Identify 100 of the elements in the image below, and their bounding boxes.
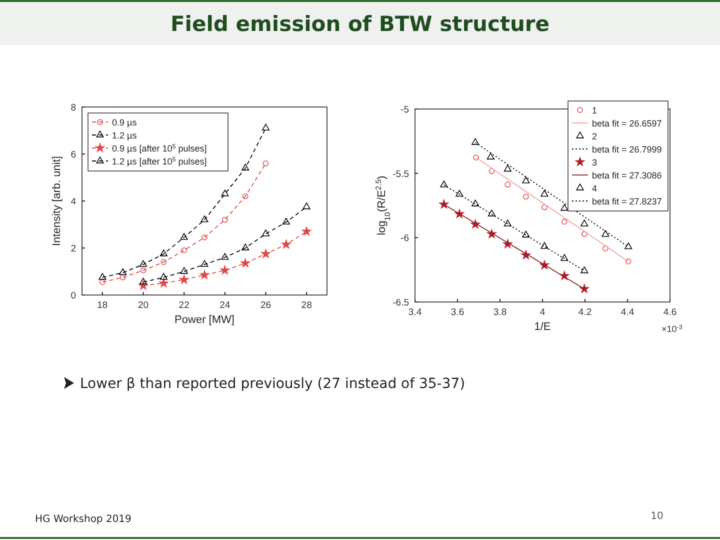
point [139,278,148,284]
point [439,200,449,208]
x-tick-label: 4.2 [578,307,592,318]
point [221,190,229,196]
point [200,260,208,267]
y-tick-label: -5.5 [392,168,409,180]
x-tick-label: 4.4 [620,307,634,318]
y-tick-label: 8 [70,102,76,114]
point [472,200,480,206]
legend-label: beta fit = 26.7999 [592,144,662,154]
x-tick-label: 20 [138,300,149,311]
point [261,249,270,258]
point [541,204,548,210]
point [200,270,210,280]
point [180,233,188,240]
point [262,230,270,236]
point [222,216,228,223]
y-tick-label: 6 [70,150,76,160]
point [98,273,106,280]
legend-label: beta fit = 26.6597 [592,118,662,128]
point [202,234,208,240]
point [240,258,250,268]
point [486,152,494,160]
point [160,259,167,266]
point [180,267,188,274]
point [242,244,250,250]
x-tick-label: 3.6 [450,307,464,318]
x-tick-label: 24 [220,300,230,311]
x-tick-label: 4 [540,307,546,318]
point [523,194,529,200]
point [200,215,208,222]
point [504,182,511,188]
x-tick-label: 18 [97,300,108,311]
x-axis-title: 1/E [534,321,551,333]
point [302,226,312,236]
point [99,279,106,285]
point [119,268,127,276]
text: HG Workshop 2019 [35,514,132,525]
point [540,190,548,197]
point [473,154,479,160]
text: ×10$^{-3}$ [662,324,683,334]
point [179,274,189,284]
point [560,204,568,211]
point [580,266,588,274]
x-tick-label: 4.6 [663,307,677,318]
x-tick-label: 22 [178,300,190,311]
point [221,253,229,260]
point [580,220,588,226]
point [160,273,168,280]
point [220,266,230,274]
point [181,247,188,254]
y-tick-label: -6 [400,233,409,244]
point [561,218,568,225]
point [262,160,269,166]
point [160,250,168,256]
point [581,231,588,237]
text: Lower β than reported previously (27 instead of 35-37) [80,376,466,392]
legend-label: beta fit = 27.3086 [592,170,662,180]
legend-label: 0.9 µs [112,118,138,128]
legend-label: 4 [592,184,598,194]
point [456,190,464,197]
point [282,218,290,225]
point [504,164,512,172]
point [140,267,146,274]
y-tick-label: 4 [70,196,76,208]
point [602,230,610,237]
text: 10 [650,511,664,522]
point [302,202,310,210]
point [242,193,248,200]
point [139,260,148,267]
legend-label: 3 [592,158,598,168]
x-tick-label: 3.4 [408,307,422,318]
point [488,210,496,216]
x-axis-title: Power [MW] [174,314,234,326]
point [522,176,530,184]
point [472,138,480,145]
y-tick-label: 0 [70,290,76,302]
y-tick-label: -5 [400,104,409,116]
point [624,242,632,250]
point [602,246,608,252]
point [522,230,530,238]
point [560,254,568,261]
point [159,278,168,288]
point [540,242,548,249]
x-tick-label: 3.8 [493,307,507,318]
point [504,220,512,226]
point [440,180,448,188]
legend-label: 2 [592,132,598,142]
point [488,168,495,174]
text: Field emission of BTW structure [170,12,550,36]
x-tick-label: 28 [301,300,312,311]
point [282,240,291,248]
legend-label: beta fit = 27.8237 [592,196,662,206]
x-tick-label: 26 [260,300,272,311]
legend-label: 1.2 µs [112,130,138,140]
y-tick-label: -6.5 [392,298,409,308]
legend-label: 1.2 µs [after 10$^{5}$ pulses] [112,156,207,166]
y-tick-label: 2 [70,244,76,254]
point [625,258,632,264]
point [262,124,270,131]
